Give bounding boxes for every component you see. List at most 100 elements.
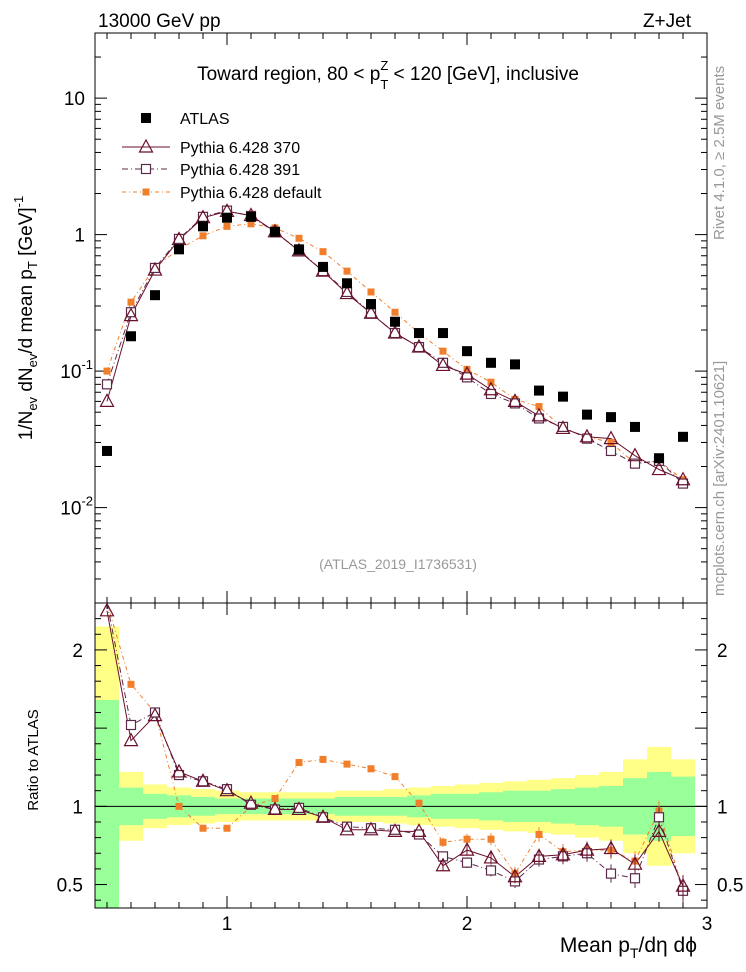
ratio-point (415, 799, 423, 807)
xlabel-part-0: Mean p (560, 934, 630, 957)
main-point (367, 288, 375, 296)
ratio-point (219, 782, 235, 797)
ratio-point (461, 857, 473, 868)
main-point (246, 211, 256, 222)
main-point (534, 385, 544, 396)
ratio-point (267, 801, 283, 816)
ratio-point (629, 873, 641, 884)
main-ytick-label: 10 (64, 89, 85, 110)
main-point (677, 478, 689, 489)
main-point (531, 407, 547, 422)
ratio-point (437, 851, 449, 862)
main-point (678, 431, 688, 442)
ratio-point (605, 868, 617, 879)
ylabel-part-2: dN (16, 367, 37, 397)
main-point (342, 278, 352, 289)
main-point (629, 458, 641, 469)
side-rivet: Rivet 4.1.0, ≥ 2.5M events (711, 66, 728, 240)
main-point (507, 393, 523, 407)
main-point (459, 365, 475, 380)
main-point (123, 307, 139, 322)
main-title-part-2: T (380, 77, 388, 92)
legend-marker (140, 163, 152, 175)
ratio-ytick-label-right: 1 (717, 797, 728, 818)
ratio-series-line (106, 602, 684, 891)
ratio-band-green (95, 699, 119, 908)
ratio-point (435, 857, 451, 872)
main-point (99, 393, 115, 407)
main-point (387, 324, 403, 339)
main-ylabel: 1/Nev dNev/d mean pT [GeV]-1 (11, 196, 40, 441)
main-title-part-3: < 120 [GeV], inclusive (388, 64, 579, 85)
main-point (391, 308, 399, 316)
main-point (174, 244, 184, 255)
ratio-ytick-label: 1 (72, 797, 83, 818)
main-point (363, 305, 379, 319)
main-series-line (106, 210, 684, 484)
main-point (414, 328, 424, 339)
ratio-ytick-label: 0.5 (57, 876, 83, 897)
main-point (223, 222, 231, 230)
main-point (535, 403, 543, 411)
main-point (533, 413, 545, 424)
ratio-point (195, 773, 211, 787)
main-point (390, 316, 400, 327)
main-point (343, 267, 351, 275)
main-point (461, 372, 473, 383)
main-point (630, 421, 640, 432)
main-point (103, 367, 111, 375)
legend-label: Pythia 6.428 391 (180, 162, 300, 179)
main-series-line (106, 210, 684, 481)
ratio-point (175, 802, 183, 810)
ratio-point (485, 865, 497, 876)
main-point (102, 445, 112, 456)
main-point (463, 365, 471, 373)
ratio-point (653, 812, 665, 823)
ratio-ylabel: Ratio to ATLAS (25, 709, 42, 810)
ylabel-part-3: ev (25, 353, 40, 367)
ratio-point (123, 732, 139, 747)
ratio-xlabel: Mean pT/dη dϕ (560, 934, 697, 961)
ratio-point (459, 841, 475, 856)
ratio-point (507, 868, 523, 883)
ylabel-part-0: 1/N (16, 411, 37, 441)
analysis-tag: (ATLAS_2019_I1736531) (319, 556, 477, 572)
ratio-point (199, 824, 207, 832)
ratio-point (363, 821, 379, 836)
ratio-series-line (106, 610, 684, 887)
header-left: 13000 GeV pp (98, 11, 221, 32)
main-point (582, 409, 592, 420)
ylabel-part-6: [GeV] (16, 207, 37, 261)
main-point (247, 220, 255, 228)
main-point (295, 234, 303, 242)
ratio-ytick-label: 2 (72, 641, 83, 662)
xlabel-part-2: /dη dϕ (639, 934, 697, 957)
main-point (270, 226, 280, 237)
main-point (101, 379, 113, 390)
legend: ATLAS Pythia 6.428 370 Pythia 6.428 391 Pyt… (122, 111, 322, 202)
ratio-point (535, 830, 543, 838)
main-point (606, 412, 616, 423)
ratio-point (173, 769, 185, 781)
ratio-point (483, 849, 499, 864)
legend-marker (141, 113, 151, 123)
main-ytick-label: 10-1 (60, 357, 93, 383)
main-point (651, 461, 667, 476)
ratio-point (223, 824, 231, 832)
main-point (462, 346, 472, 357)
ratio-point (99, 602, 115, 617)
ratio-point (125, 719, 137, 731)
main-point (654, 453, 664, 464)
ylabel-part-1: ev (25, 396, 40, 410)
ratio-xtick-label: 1 (222, 914, 233, 935)
main-point (607, 438, 615, 446)
main-point (605, 445, 617, 457)
main-point (150, 290, 160, 301)
ylabel-part-7: -1 (11, 196, 26, 208)
main-point (603, 430, 619, 445)
main-series-line (106, 223, 684, 481)
main-point (294, 244, 304, 255)
main-point (675, 471, 691, 486)
legend-marker (138, 138, 154, 153)
main-point (199, 232, 207, 240)
